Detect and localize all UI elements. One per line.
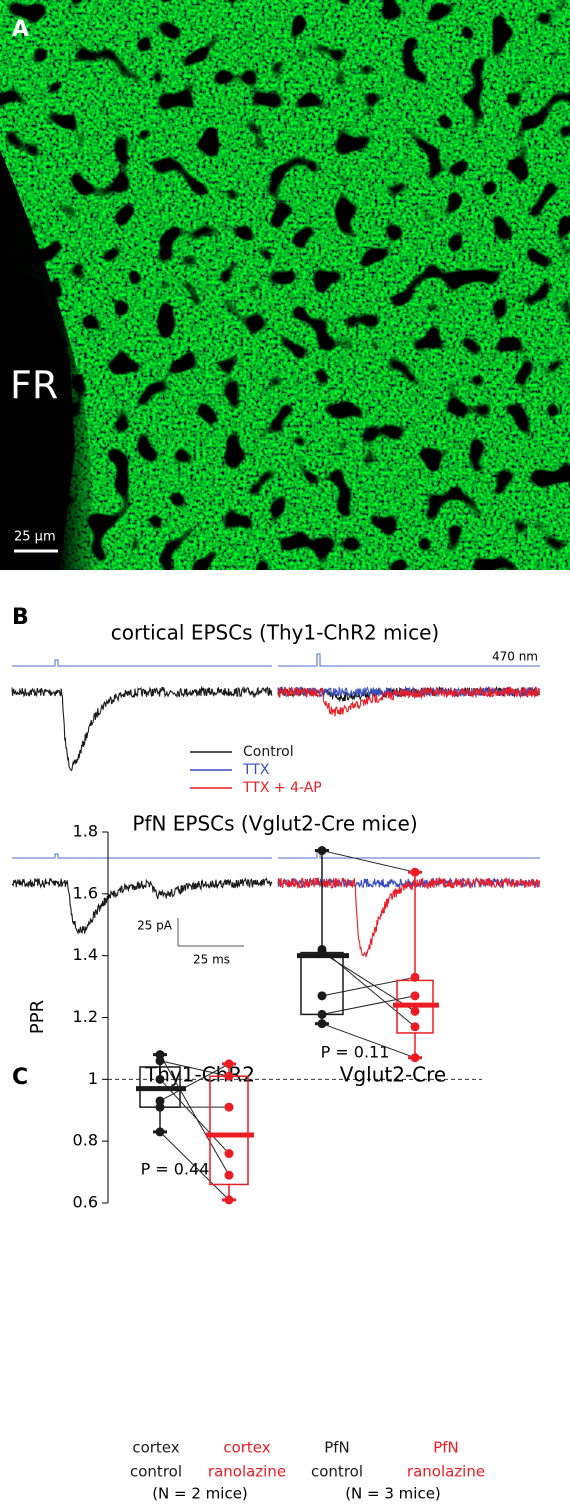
x-tick-label: control — [130, 1463, 182, 1481]
panel-label: B — [12, 605, 29, 630]
data-point — [317, 948, 327, 958]
data-point — [224, 1195, 234, 1205]
trace — [11, 685, 273, 772]
stimulus-trace — [12, 853, 272, 859]
data-point — [224, 1059, 234, 1069]
scale-bar-label: 25 µm — [14, 530, 56, 545]
trace — [11, 877, 273, 935]
data-point — [410, 991, 420, 1001]
data-point — [410, 972, 420, 982]
y-tick-label: 0.6 — [73, 1193, 98, 1212]
trace — [277, 876, 541, 958]
scale-x-label: 25 ms — [193, 953, 230, 967]
y-tick-label: 1.4 — [73, 945, 98, 964]
data-point — [317, 846, 327, 856]
pair-line — [159, 1131, 230, 1201]
data-point — [224, 1102, 234, 1112]
y-tick-label: 1.2 — [73, 1007, 98, 1026]
micrograph — [0, 0, 570, 570]
legend-label: TTX — [242, 762, 270, 778]
pair-line — [321, 952, 416, 1012]
pair-line — [159, 1063, 230, 1102]
x-tick-label: control — [311, 1463, 363, 1481]
data-point — [155, 1127, 165, 1137]
y-tick-label: 1 — [88, 1069, 98, 1088]
data-point — [410, 867, 420, 877]
x-tick-label: ranolazine — [208, 1463, 286, 1481]
group-note: (N = 3 mice) — [345, 1485, 441, 1503]
pair-line — [321, 1023, 416, 1059]
x-tick-label: PfN — [433, 1439, 459, 1457]
pair-line — [159, 1060, 230, 1077]
y-tick-label: 1.6 — [73, 883, 98, 902]
p-value: P = 0.11 — [321, 1043, 390, 1062]
y-tick-label: 0.8 — [73, 1131, 98, 1150]
stimulus-trace — [12, 659, 272, 667]
box — [209, 1075, 249, 1186]
data-point — [317, 1019, 327, 1029]
y-axis-title: PPR — [27, 1000, 48, 1034]
data-point — [155, 1050, 165, 1060]
stimulus-label: 470 nm — [492, 650, 538, 664]
scale-y-label: 25 pA — [137, 919, 173, 933]
pair-line — [321, 995, 416, 1015]
data-point — [155, 1074, 165, 1084]
legend-label: Control — [243, 744, 294, 760]
group-title: Vglut2-Cre — [340, 1063, 446, 1087]
panel-label: A — [12, 17, 29, 42]
data-point — [155, 1056, 165, 1066]
x-tick-label: cortex — [132, 1439, 179, 1457]
x-tick-label: ranolazine — [407, 1463, 485, 1481]
stimulus-trace — [278, 653, 540, 667]
data-point — [224, 1170, 234, 1180]
legend-label: TTX + 4-AP — [242, 780, 322, 796]
panel-label: C — [12, 1065, 28, 1090]
trace-title: PfN EPSCs (Vglut2-Cre mice) — [132, 812, 417, 836]
region-label: FR — [10, 364, 58, 408]
data-point — [155, 1096, 165, 1106]
pair-line — [321, 850, 416, 873]
trace-title: cortical EPSCs (Thy1-ChR2 mice) — [111, 621, 439, 645]
data-point — [410, 1053, 420, 1063]
data-point — [155, 1102, 165, 1112]
pair-line — [159, 1054, 230, 1176]
pair-line — [159, 1078, 230, 1154]
data-point — [224, 1071, 234, 1081]
x-tick-label: cortex — [223, 1439, 270, 1457]
data-point — [410, 1022, 420, 1032]
group-note: (N = 2 mice) — [152, 1485, 248, 1503]
panel-b: B cortical EPSCs (Thy1-ChR2 mice) 470 nm… — [11, 605, 541, 967]
p-value: P = 0.44 — [141, 1160, 210, 1179]
data-point — [410, 1006, 420, 1016]
y-tick-label: 1.8 — [73, 822, 98, 841]
x-tick-label: PfN — [324, 1439, 350, 1457]
trace — [277, 685, 541, 717]
data-point — [317, 991, 327, 1001]
data-point — [317, 1009, 327, 1019]
data-point — [224, 1149, 234, 1159]
